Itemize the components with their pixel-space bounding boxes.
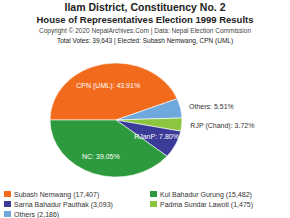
text-part: 39.05%: [96, 153, 120, 160]
legend-swatch: [150, 201, 157, 207]
legend: Subash Nemwang (17,407) Kul Bahadur Gurun…: [4, 191, 253, 218]
text-part: Sarna Bahadur Pauthak: [14, 201, 89, 208]
text-part: Kul Bahadur Gurung: [160, 191, 224, 199]
legend-swatch: [4, 211, 11, 217]
data-label: CPN (UML): 43.91%: [76, 82, 140, 90]
caption: Total Votes: 39,643 | Elected: Subash Ne…: [57, 37, 233, 45]
pie-labels: CPN (UML): 43.91% Others: 5.51% RJP (Chand…: [76, 82, 254, 160]
text-part: RJanP: [134, 133, 155, 140]
text-part: Subash Nemwang: [14, 191, 71, 199]
text-part: 7.80%: [159, 133, 179, 140]
legend-swatch: [4, 191, 11, 197]
legend-entry: Sarna Bahadur Pauthak (3,093): [14, 201, 113, 209]
text-part: 43.91%: [116, 82, 140, 89]
background: [0, 0, 290, 218]
text-part: Padma Sundar Lawoti: [160, 201, 229, 208]
data-label: NC: 39.05%: [82, 153, 120, 160]
text-part: ): [97, 191, 99, 199]
data-label: RJP (Chand): 3.72%: [190, 122, 254, 130]
text-part: NC: [82, 153, 92, 160]
chart: Ilam District, Constituency No. 2House o…: [0, 0, 290, 218]
text-part: CPN (UML): [76, 82, 112, 90]
data-label: Others: 5.51%: [189, 103, 234, 110]
data-label: RJanP: 7.80%: [134, 133, 179, 140]
legend-swatch: [4, 201, 11, 207]
text-part: 2,186: [39, 211, 57, 218]
text-part: ): [250, 191, 252, 199]
pie-slice: [116, 99, 182, 120]
text-part: 1,475: [233, 201, 251, 208]
legend-entry: Others (2,186): [14, 211, 59, 218]
text-part: RJP (Chand): [190, 122, 230, 130]
subtitle: House of Representatives Election 1999 R…: [37, 14, 254, 25]
legend-entry: Padma Sundar Lawoti (1,475): [160, 201, 253, 209]
text-part: ): [57, 211, 59, 218]
text-part: 3.72%: [235, 122, 255, 129]
text-part: 5.51%: [214, 103, 234, 110]
text-part: 17,407: [75, 191, 97, 198]
pie-slice: [50, 120, 167, 177]
text-part: ): [111, 201, 113, 209]
title: Ilam District, Constituency No. 2: [64, 1, 225, 13]
text-part: 15,482: [228, 191, 250, 198]
pie: [50, 63, 182, 177]
text-part: Others: [189, 103, 211, 110]
legend-swatch: [150, 191, 157, 197]
legend-entry: Subash Nemwang (17,407): [14, 191, 99, 199]
source: Copyright © 2020 NepalArchives.Com | Dat…: [39, 27, 251, 35]
text-part: 3,093: [93, 201, 111, 208]
legend-entry: Kul Bahadur Gurung (15,482): [160, 191, 252, 199]
text-part: Others: [14, 211, 36, 218]
text-part: ): [251, 201, 253, 209]
